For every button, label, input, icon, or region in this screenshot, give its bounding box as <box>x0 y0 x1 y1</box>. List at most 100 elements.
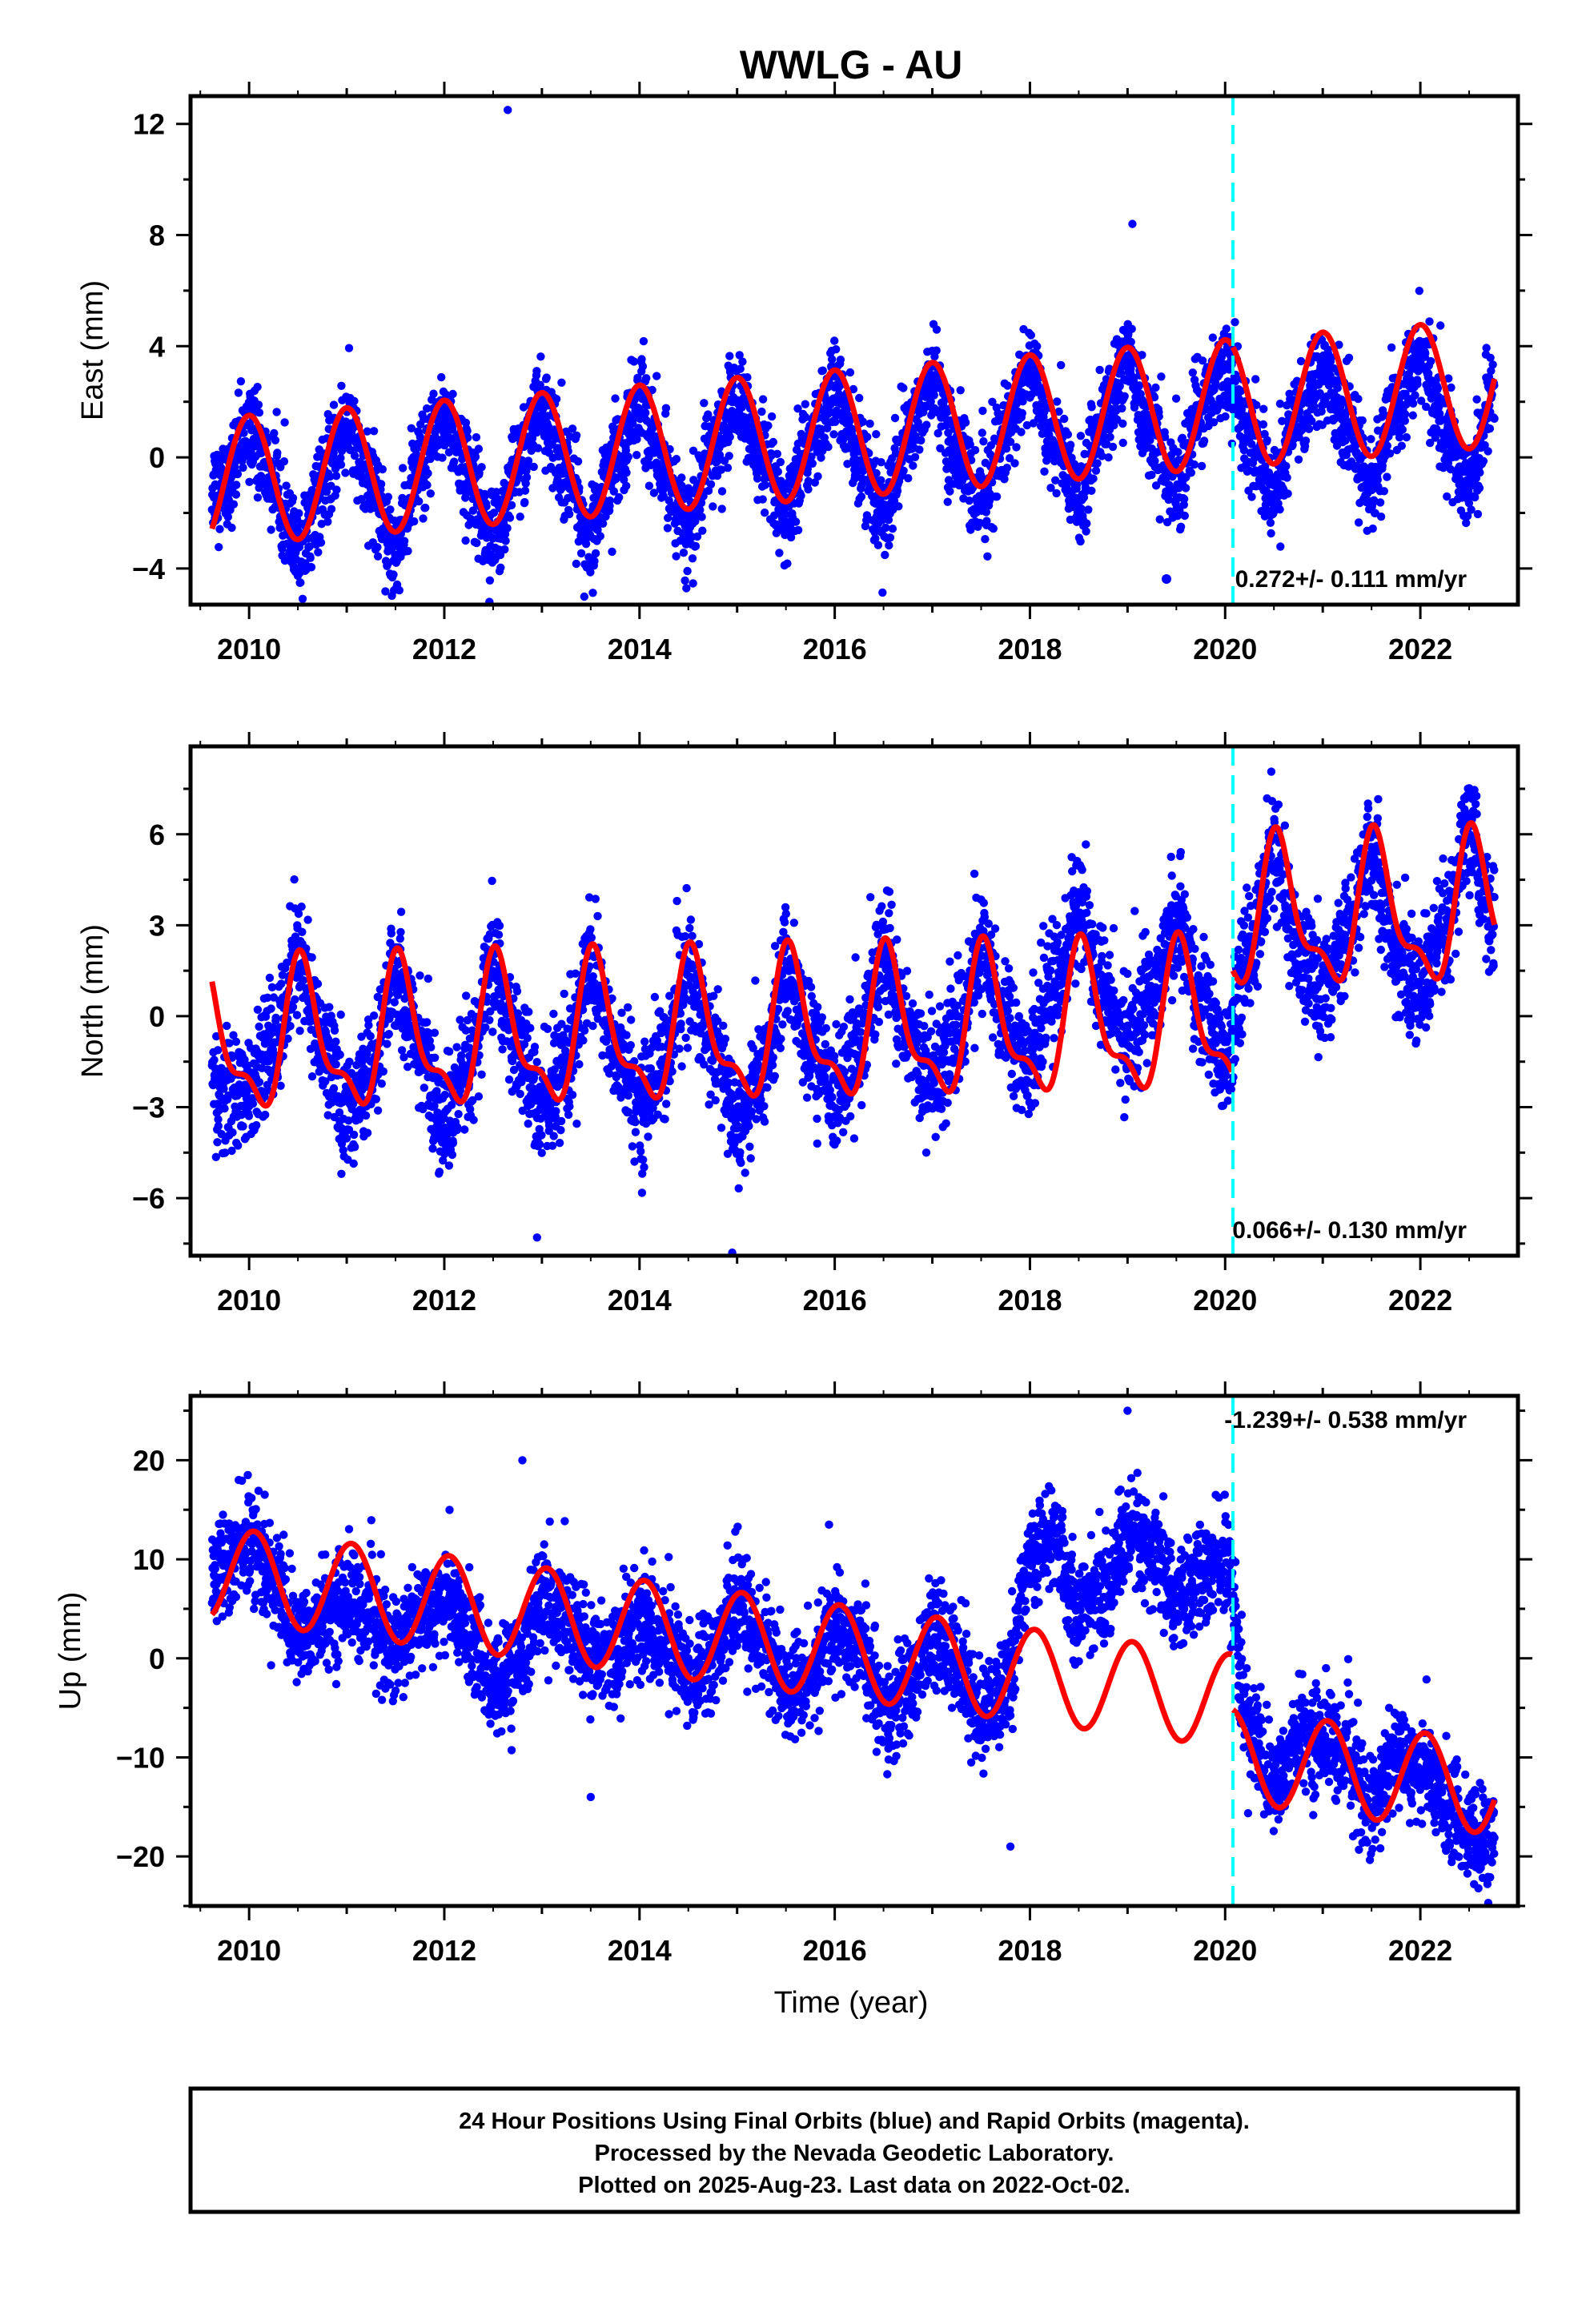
east-data-point <box>529 462 538 472</box>
east-data-point <box>1082 527 1090 536</box>
east-data-point <box>542 373 551 382</box>
east-data-point <box>793 525 803 535</box>
east-data-point <box>1402 432 1411 442</box>
east-data-point <box>818 366 827 375</box>
east-data-point <box>736 364 745 373</box>
east-data-point <box>1222 324 1231 333</box>
east-data-point <box>1379 487 1389 496</box>
east-data-point <box>1057 360 1066 370</box>
east-data-point <box>327 505 336 513</box>
east-data-point <box>672 455 681 464</box>
east-data-point <box>381 587 390 596</box>
east-panel: 2010 2012 2014 2016 2018 2020 2022−404812East … <box>76 82 1532 665</box>
east-data-point <box>1479 456 1488 465</box>
east-data-point <box>608 547 616 557</box>
east-data-point <box>1093 459 1102 468</box>
east-data-point <box>804 485 813 494</box>
east-data-point <box>568 424 577 433</box>
east-data-point <box>757 407 766 416</box>
east-data-point <box>1118 419 1127 428</box>
east-data-point <box>234 388 243 397</box>
east-data-point <box>1344 353 1354 362</box>
east-data-point <box>644 453 653 462</box>
north-data-point <box>291 995 299 1004</box>
east-data-point <box>704 410 713 419</box>
east-data-point <box>725 352 734 360</box>
east-data-point <box>642 374 651 383</box>
east-data-point <box>500 545 509 554</box>
east-data-point <box>829 430 838 439</box>
east-data-point <box>557 378 566 387</box>
east-data-point <box>899 384 908 392</box>
east-data-point <box>1484 447 1492 456</box>
east-data-point <box>480 489 489 499</box>
east-data-point <box>1186 468 1196 477</box>
east-data-point <box>507 501 516 509</box>
east-data-point <box>773 449 781 458</box>
east-data-point <box>899 466 908 475</box>
east-data-point <box>1208 333 1218 342</box>
east-data-point <box>350 451 359 460</box>
east-data-point <box>1398 425 1407 434</box>
east-data-point <box>706 480 716 489</box>
east-data-point <box>679 549 689 557</box>
east-data-point <box>270 428 279 438</box>
east-data-point <box>1190 460 1199 469</box>
east-data-point <box>1010 459 1019 468</box>
east-data-point <box>1282 461 1291 471</box>
east-data-point <box>872 430 881 439</box>
north-data-point <box>255 1022 263 1031</box>
north-data-point <box>290 875 299 884</box>
east-data-point <box>272 408 281 416</box>
east-data-point <box>683 566 692 576</box>
east-data-point <box>572 559 580 569</box>
east-data-point <box>576 549 586 558</box>
north-data-point <box>214 1046 223 1055</box>
east-data-point <box>336 453 345 463</box>
east-x-tick-label: 2010 <box>217 633 281 665</box>
east-data-point <box>586 568 595 577</box>
east-data-point <box>824 409 833 419</box>
east-data-point <box>472 432 481 442</box>
east-data-point <box>383 493 392 501</box>
east-data-point <box>773 467 782 476</box>
east-data-point <box>1087 403 1096 412</box>
east-data-point <box>1433 384 1443 392</box>
east-data-point <box>337 446 347 456</box>
east-data-point <box>505 513 515 522</box>
east-data-point <box>215 543 223 552</box>
east-data-point <box>223 513 232 521</box>
north-data-point <box>298 927 307 937</box>
east-data-point <box>1082 519 1091 528</box>
east-data-point <box>407 424 416 432</box>
east-data-point <box>813 472 822 480</box>
east-data-point <box>966 525 975 534</box>
north-data-point <box>255 1078 264 1087</box>
east-data-point <box>956 386 965 395</box>
east-data-point <box>288 493 298 503</box>
east-data-point <box>783 559 792 568</box>
east-data-point <box>1266 518 1275 527</box>
east-data-point <box>1118 404 1126 413</box>
east-data-point <box>520 497 529 507</box>
east-data-point <box>824 442 833 452</box>
north-data-point <box>248 1100 258 1108</box>
east-data-point <box>836 356 845 364</box>
east-data-point <box>1188 368 1198 377</box>
east-data-point <box>1106 432 1114 441</box>
east-data-point <box>804 476 813 485</box>
east-x-tick-label: 2012 <box>412 633 476 665</box>
east-data-point <box>641 408 650 417</box>
east-data-point <box>1247 493 1256 501</box>
east-data-point <box>1095 365 1104 375</box>
east-data-point <box>1017 428 1026 436</box>
east-data-point <box>885 541 893 550</box>
east-data-point <box>572 431 581 440</box>
east-data-point <box>832 345 841 354</box>
east-data-point <box>1267 529 1275 538</box>
east-data-point <box>1018 408 1027 418</box>
east-data-point <box>245 477 254 486</box>
north-data-point <box>292 1011 302 1019</box>
east-data-point <box>1157 372 1166 381</box>
east-data-point <box>1294 455 1303 464</box>
